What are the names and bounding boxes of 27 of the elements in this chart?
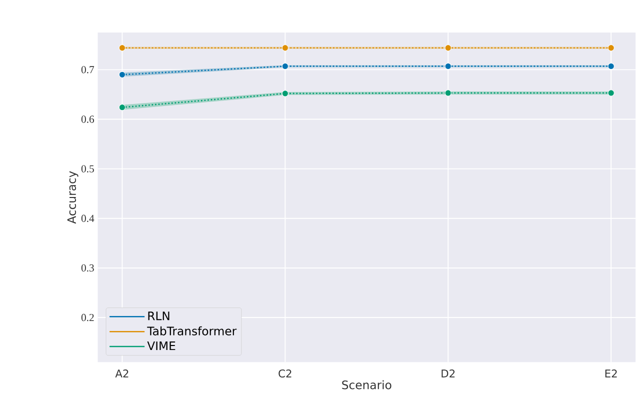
point xyxy=(444,44,452,52)
point xyxy=(444,63,452,70)
y-tick-label: 0.5 xyxy=(81,165,94,173)
y-tick-label: 0.6 xyxy=(81,116,94,124)
y-axis-title: Accuracy xyxy=(67,171,78,224)
point xyxy=(608,90,614,97)
x-tick-label: A2 xyxy=(115,370,128,378)
point xyxy=(444,90,452,97)
point xyxy=(282,63,289,70)
point xyxy=(608,63,614,70)
point xyxy=(608,44,614,52)
x-tick-label: E2 xyxy=(605,370,617,378)
y-tick-label: 0.3 xyxy=(81,264,94,272)
legend-label: VIME xyxy=(147,342,176,350)
point xyxy=(118,44,126,52)
y-tick-label: 0.7 xyxy=(81,66,94,74)
x-axis-title: Scenario xyxy=(342,380,392,390)
y-tick-label: 0.4 xyxy=(81,215,94,222)
point xyxy=(118,71,126,78)
y-tick-label: 0.2 xyxy=(81,314,94,322)
point xyxy=(282,90,289,98)
x-tick-label: C2 xyxy=(278,370,292,378)
x-tick-label: D2 xyxy=(442,370,455,378)
point xyxy=(118,104,126,111)
point xyxy=(282,44,289,52)
legend-label: RLN xyxy=(148,312,170,320)
legend-label: TabTransformer xyxy=(147,326,237,336)
